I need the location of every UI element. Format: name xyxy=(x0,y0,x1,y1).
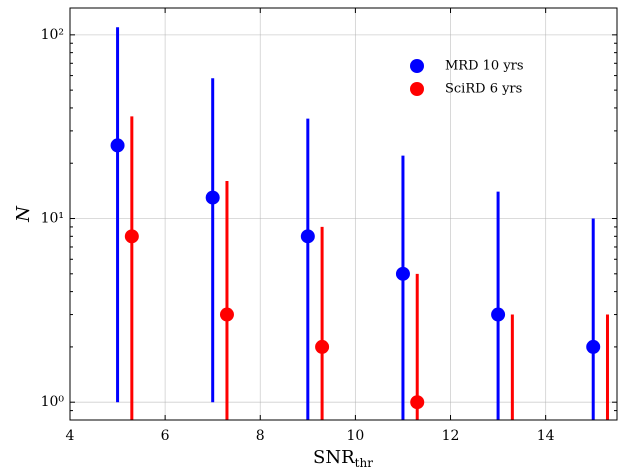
legend-marker xyxy=(410,59,424,73)
x-axis-label-main: SNR xyxy=(313,447,355,468)
legend-label: SciRD 6 yrs xyxy=(445,82,522,97)
point xyxy=(410,395,425,410)
x-tick-label: 6 xyxy=(161,428,170,444)
plot-area xyxy=(110,27,609,420)
axes-frame xyxy=(69,7,618,421)
point xyxy=(315,339,330,354)
point xyxy=(205,190,220,205)
legend-marker xyxy=(410,82,424,96)
x-tick-label: 10 xyxy=(346,428,364,444)
x-axis-label-sub: thr xyxy=(355,456,374,470)
x-tick-label: 8 xyxy=(256,428,265,444)
legend-label: MRD 10 yrs xyxy=(445,59,524,74)
point xyxy=(124,229,139,244)
y-tick-label: 10¹ xyxy=(41,211,64,227)
y-tick-label: 10⁰ xyxy=(41,394,65,410)
y-axis-label: N xyxy=(13,205,34,223)
point xyxy=(491,307,506,322)
point xyxy=(395,266,410,281)
x-tick-label: 4 xyxy=(66,428,75,444)
x-tick-label: 14 xyxy=(537,428,555,444)
grid xyxy=(69,8,617,420)
x-tick-label: 12 xyxy=(442,428,460,444)
x-axis-label: SNRthr xyxy=(313,447,373,470)
y-tick-label: 10² xyxy=(41,27,64,43)
point xyxy=(219,307,234,322)
point xyxy=(110,138,125,153)
point xyxy=(586,339,601,354)
point xyxy=(300,229,315,244)
